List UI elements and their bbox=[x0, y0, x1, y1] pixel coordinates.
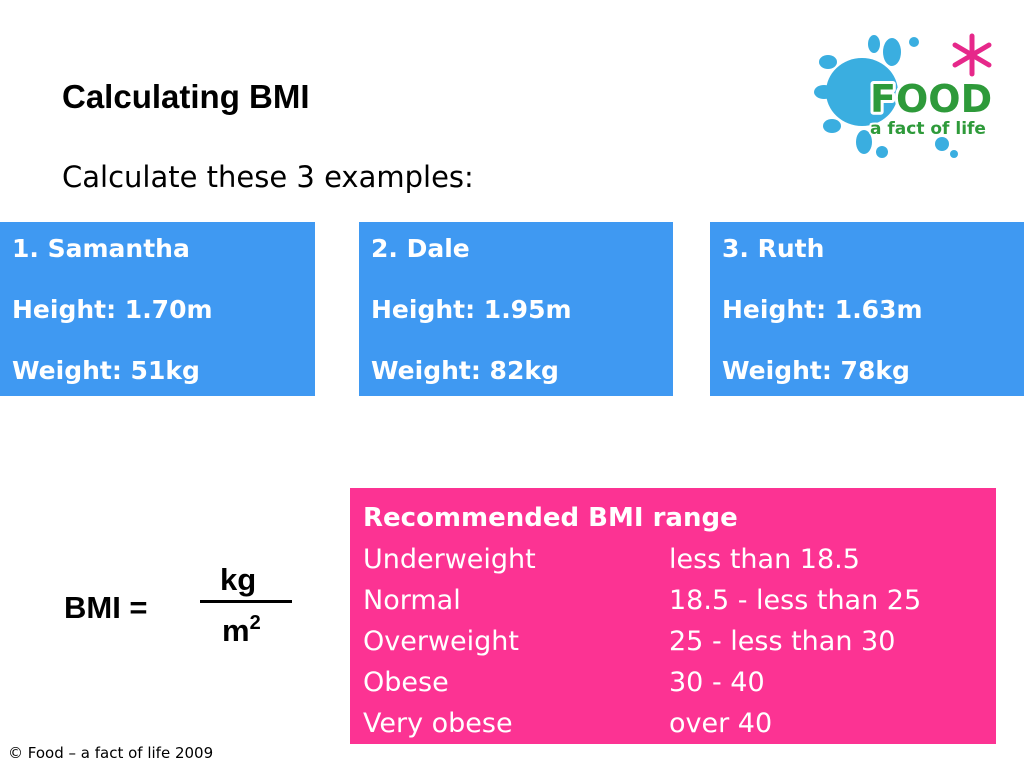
bmi-range-row: Very obese over 40 bbox=[363, 703, 996, 744]
denominator-exponent: 2 bbox=[249, 612, 261, 634]
example-name: 3. Ruth bbox=[722, 234, 825, 263]
example-card-ruth: 3. Ruth Height: 1.63m Weight: 78kg bbox=[710, 222, 1024, 396]
example-card-dale: 2. Dale Height: 1.95m Weight: 82kg bbox=[359, 222, 673, 396]
bmi-range-title: Recommended BMI range bbox=[363, 503, 738, 533]
bmi-value-range: over 40 bbox=[669, 708, 773, 739]
bmi-range-box: Recommended BMI range Underweight less t… bbox=[350, 488, 996, 744]
bmi-range-row: Normal 18.5 - less than 25 bbox=[363, 580, 996, 621]
asterisk-icon bbox=[952, 33, 992, 77]
example-weight: Weight: 82kg bbox=[371, 356, 559, 385]
logo-word-halo: FOOD bbox=[870, 77, 992, 121]
slide-subtitle: Calculate these 3 examples: bbox=[62, 160, 474, 194]
food-a-fact-of-life-logo: FOOD FOOD a fact of life a fact of life bbox=[814, 30, 1004, 162]
bmi-category: Underweight bbox=[363, 544, 536, 575]
example-height: Height: 1.70m bbox=[12, 295, 213, 324]
formula-denominator: m2 bbox=[222, 612, 261, 649]
splash-shape bbox=[814, 35, 958, 158]
bmi-category: Obese bbox=[363, 667, 449, 698]
copyright-footer: © Food – a fact of life 2009 bbox=[8, 744, 214, 762]
slide-title: Calculating BMI bbox=[62, 78, 310, 115]
bmi-range-row: Obese 30 - 40 bbox=[363, 662, 996, 703]
logo-tagline: a fact of life bbox=[870, 119, 986, 139]
example-weight: Weight: 51kg bbox=[12, 356, 200, 385]
example-name: 1. Samantha bbox=[12, 234, 190, 263]
bmi-value-range: 25 - less than 30 bbox=[669, 626, 896, 657]
example-height: Height: 1.63m bbox=[722, 295, 923, 324]
bmi-value-range: 30 - 40 bbox=[669, 667, 765, 698]
bmi-value-range: less than 18.5 bbox=[669, 544, 860, 575]
denominator-base: m bbox=[222, 613, 250, 648]
logo-tagline-halo: a fact of life bbox=[870, 119, 986, 139]
example-name: 2. Dale bbox=[371, 234, 470, 263]
example-card-samantha: 1. Samantha Height: 1.70m Weight: 51kg bbox=[0, 222, 315, 396]
bmi-category: Normal bbox=[363, 585, 461, 616]
fraction-bar bbox=[200, 600, 292, 603]
bmi-range-row: Underweight less than 18.5 bbox=[363, 539, 996, 580]
formula-numerator: kg bbox=[220, 562, 257, 597]
bmi-formula: BMI = kg m2 bbox=[64, 560, 304, 660]
bmi-category: Overweight bbox=[363, 626, 519, 657]
logo-word: FOOD bbox=[870, 77, 992, 121]
formula-lhs: BMI = bbox=[64, 590, 148, 625]
logo-graphic: FOOD FOOD a fact of life a fact of life bbox=[814, 33, 995, 158]
example-height: Height: 1.95m bbox=[371, 295, 572, 324]
example-weight: Weight: 78kg bbox=[722, 356, 910, 385]
bmi-range-row: Overweight 25 - less than 30 bbox=[363, 621, 996, 662]
bmi-category: Very obese bbox=[363, 708, 513, 739]
bmi-value-range: 18.5 - less than 25 bbox=[669, 585, 922, 616]
